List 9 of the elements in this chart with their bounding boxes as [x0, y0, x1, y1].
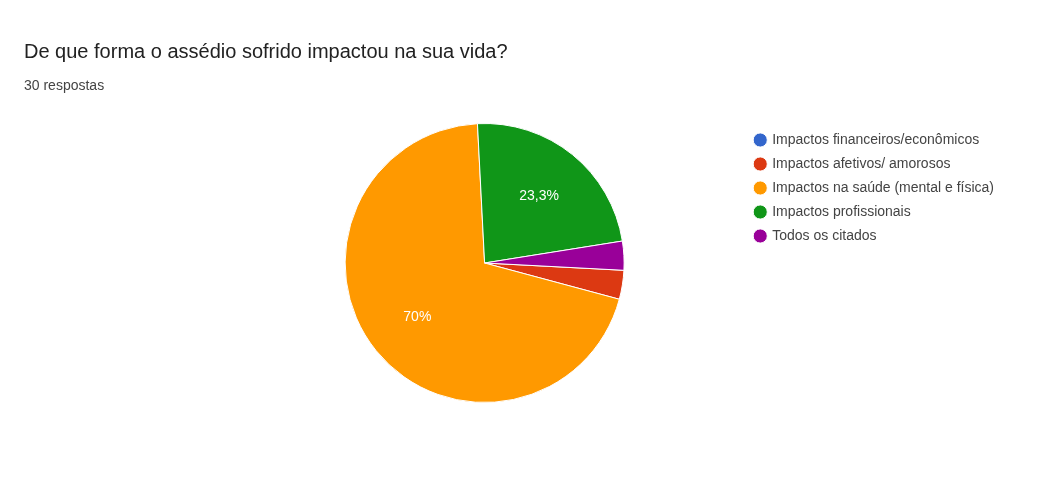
legend-label: Impactos financeiros/econômicos: [772, 130, 980, 147]
legend-label: Impactos profissionais: [772, 202, 911, 219]
legend-label: Impactos afetivos/ amorosos: [772, 154, 951, 171]
data-label: 70%: [403, 308, 432, 325]
legend-label: Todos os citados: [772, 226, 877, 243]
chart-title: De que forma o assédio sofrido impactou na sua vida?: [24, 40, 509, 63]
text: 30 respostas: [24, 77, 106, 93]
legend-label: Impactos na saúde (mental e física): [772, 178, 995, 195]
data-label: 23,3%: [519, 186, 559, 203]
